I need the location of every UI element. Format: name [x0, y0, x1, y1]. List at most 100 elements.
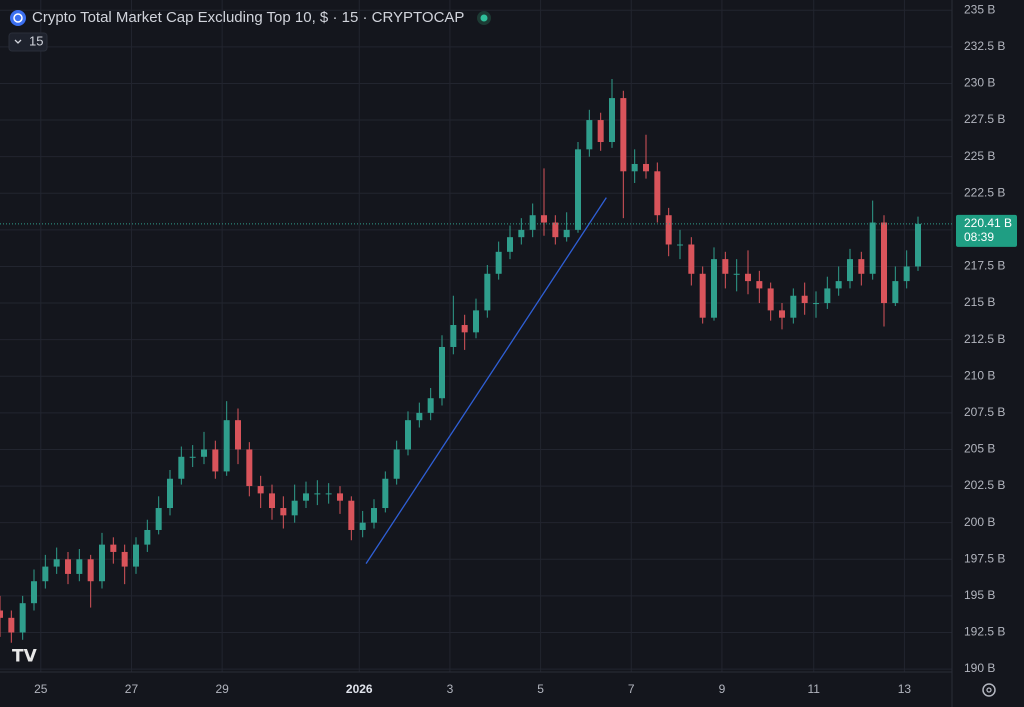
x-tick-label: 2026	[346, 682, 373, 696]
x-tick-label: 3	[447, 682, 454, 696]
candle-body	[597, 120, 604, 143]
candle-body	[201, 449, 207, 457]
candle-body	[257, 486, 264, 494]
candle-body	[869, 222, 876, 274]
brand-logo: 𝗧𝗩	[12, 646, 38, 665]
candle-body	[110, 544, 117, 552]
last-price-badge	[956, 214, 1017, 247]
candle-body	[699, 273, 706, 318]
candle-body	[529, 215, 536, 230]
x-tick-label: 13	[898, 682, 912, 696]
candle-body	[76, 559, 83, 574]
candle-body	[631, 163, 638, 172]
candle-body	[643, 163, 649, 172]
candle-body	[427, 398, 434, 413]
candle-body	[756, 281, 763, 289]
interval-button[interactable]	[8, 32, 48, 52]
y-tick-label: 197.5 B	[964, 551, 1005, 565]
y-tick-label: 210 B	[964, 368, 995, 382]
interval-label: 15	[29, 33, 43, 48]
candle-body	[405, 420, 411, 450]
candle-body	[903, 266, 910, 282]
x-tick-label: 27	[125, 682, 139, 696]
candle-body	[8, 617, 15, 633]
candle-body	[677, 244, 683, 246]
candle-body	[167, 478, 173, 509]
candle-body	[178, 456, 185, 479]
candle-body	[99, 544, 105, 582]
last-price-label: 220.41 B	[964, 216, 1012, 230]
candle-body	[733, 273, 740, 275]
candle-body	[246, 449, 253, 487]
trend-line	[365, 197, 607, 565]
candle-body	[212, 449, 219, 472]
candle-body	[0, 610, 3, 618]
y-tick-label: 222.5 B	[964, 185, 1005, 199]
y-tick-label: 232.5 B	[964, 39, 1005, 53]
candle-body	[688, 244, 695, 274]
candle-body	[745, 273, 751, 282]
candle-body	[665, 215, 672, 245]
x-tick-label: 29	[215, 682, 229, 696]
candle-body	[382, 478, 389, 509]
symbol-logo-glyph	[13, 13, 23, 23]
y-tick-label: 200 B	[964, 515, 995, 529]
candle-body	[813, 303, 819, 305]
candle-body	[835, 281, 842, 289]
candle-body	[620, 98, 627, 172]
candle-body	[87, 559, 94, 582]
candle-body	[518, 229, 525, 238]
candle-body	[563, 229, 570, 238]
plot-area	[0, 79, 921, 643]
x-tick-label: 5	[537, 682, 544, 696]
y-tick-label: 190 B	[964, 661, 995, 675]
candle-body	[473, 310, 479, 333]
candle-body	[495, 251, 502, 274]
candle-body	[223, 420, 230, 472]
candle-body	[337, 493, 343, 501]
candle-body	[892, 281, 899, 304]
candle-body	[586, 120, 593, 150]
gear-center	[986, 687, 992, 693]
x-tick-label: 25	[34, 682, 48, 696]
candle-body	[461, 325, 468, 333]
candle-body	[801, 295, 808, 304]
x-tick-label: 7	[628, 682, 635, 696]
y-tick-label: 217.5 B	[964, 259, 1005, 273]
chart-title: Crypto Total Market Cap Excluding Top 10…	[32, 9, 464, 26]
y-tick-label: 225 B	[964, 149, 995, 163]
candle-body	[303, 493, 309, 501]
candle-body	[609, 98, 615, 143]
y-tick-label: 215 B	[964, 295, 995, 309]
y-tick-label: 235 B	[964, 2, 995, 16]
candle-body	[507, 237, 513, 252]
candle-body	[348, 500, 355, 530]
candle-body	[881, 222, 887, 304]
y-tick-label: 195 B	[964, 588, 995, 602]
candle-body	[280, 508, 287, 516]
candle-body	[575, 149, 581, 230]
market-status	[480, 14, 488, 22]
y-tick-label: 227.5 B	[964, 112, 1005, 126]
candle-body	[325, 493, 332, 495]
candle-body	[291, 500, 298, 516]
candle-body	[767, 288, 774, 311]
candle-body	[439, 346, 445, 399]
y-tick-label: 230 B	[964, 76, 995, 90]
candle-body	[31, 581, 37, 604]
chevron-icon	[14, 39, 22, 44]
candle-body	[65, 559, 71, 574]
candle-body	[19, 603, 26, 633]
settings-icon[interactable]	[982, 683, 996, 697]
candle-body	[53, 559, 60, 567]
candle-body	[393, 449, 400, 479]
countdown-label: 08:39	[964, 230, 994, 244]
candle-body	[541, 215, 547, 223]
candle-body	[722, 259, 729, 274]
candle-body	[144, 529, 151, 545]
x-tick-label: 11	[807, 682, 820, 696]
header: Crypto Total Market Cap Excluding Top 10…	[8, 9, 491, 52]
candle-body	[235, 420, 241, 450]
grid	[0, 0, 952, 672]
